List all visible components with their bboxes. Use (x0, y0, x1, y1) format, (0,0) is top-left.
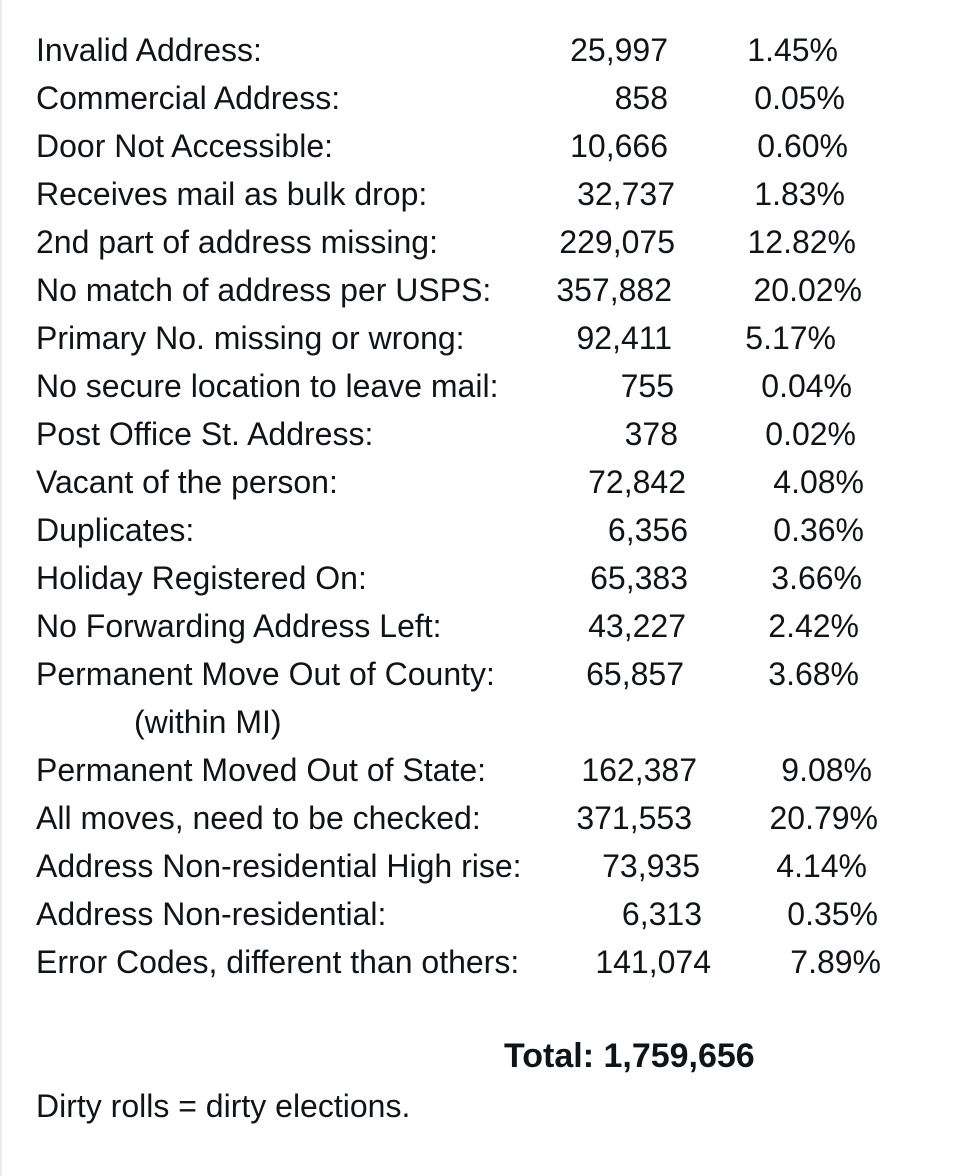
row-label: 2nd part of address missing: (36, 224, 438, 260)
row-label: Vacant of the person: (36, 464, 338, 500)
row-count: 357,882 (556, 272, 672, 308)
row-percent: 1.83% (754, 176, 845, 212)
table-row: Duplicates: 6,356 0.36% (0, 506, 956, 554)
row-percent: 0.60% (757, 128, 848, 164)
table-row: Invalid Address: 25,997 1.45% (0, 26, 956, 74)
row-count: 229,075 (559, 224, 675, 260)
table-row: Holiday Registered On: 65,383 3.66% (0, 554, 956, 602)
row-count: 858 (614, 80, 668, 116)
row-label: Address Non-residential: (36, 896, 387, 932)
row-label: Post Office St. Address: (36, 416, 374, 452)
row-count: 65,383 (590, 560, 688, 596)
row-percent: 7.89% (790, 944, 881, 980)
row-percent: 4.08% (773, 464, 864, 500)
row-percent: 9.08% (781, 752, 872, 788)
row-percent: 12.82% (747, 224, 856, 260)
row-label: Permanent Moved Out of State: (36, 752, 487, 788)
row-count: 25,997 (570, 32, 668, 68)
row-label-continuation: (within MI) (134, 704, 282, 740)
row-percent: 0.36% (773, 512, 864, 548)
table-row: No Forwarding Address Left: 43,227 2.42% (0, 602, 956, 650)
row-count: 141,074 (595, 944, 711, 980)
table-row: Commercial Address: 858 0.05% (0, 74, 956, 122)
row-percent: 0.04% (761, 368, 852, 404)
row-label: No secure location to leave mail: (36, 368, 499, 404)
table-row: Error Codes, different than others: 141,… (0, 938, 956, 986)
row-count: 6,313 (621, 896, 702, 932)
row-label: Duplicates: (36, 512, 195, 548)
row-count: 755 (620, 368, 674, 404)
row-count: 371,553 (576, 800, 692, 836)
row-label: Primary No. missing or wrong: (36, 320, 465, 356)
row-percent: 0.05% (754, 80, 845, 116)
row-percent: 2.42% (768, 608, 859, 644)
row-percent: 5.17% (745, 320, 836, 356)
left-border (0, 0, 2, 1176)
row-label: Permanent Move Out of County: (36, 656, 495, 692)
table-row: All moves, need to be checked: 371,553 2… (0, 794, 956, 842)
table-row: Address Non-residential High rise: 73,93… (0, 842, 956, 890)
row-percent: 4.14% (776, 848, 867, 884)
row-percent: 0.35% (787, 896, 878, 932)
row-count: 65,857 (586, 656, 684, 692)
row-count: 72,842 (588, 464, 686, 500)
row-count: 6,356 (607, 512, 688, 548)
row-label: Invalid Address: (36, 32, 262, 68)
table-row: Receives mail as bulk drop: 32,737 1.83% (0, 170, 956, 218)
table-row: Address Non-residential: 6,313 0.35% (0, 890, 956, 938)
row-label: Holiday Registered On: (36, 560, 367, 596)
table-row: 2nd part of address missing: 229,075 12.… (0, 218, 956, 266)
row-label: All moves, need to be checked: (36, 800, 481, 836)
row-label: Door Not Accessible: (36, 128, 334, 164)
row-percent: 20.02% (753, 272, 862, 308)
row-count: 43,227 (588, 608, 686, 644)
row-label: Commercial Address: (36, 80, 341, 116)
row-label: No match of address per USPS: (36, 272, 492, 308)
table-row: Permanent Moved Out of State: 162,387 9.… (0, 746, 956, 794)
table-row: Post Office St. Address: 378 0.02% (0, 410, 956, 458)
table-row: Vacant of the person: 72,842 4.08% (0, 458, 956, 506)
row-count: 378 (624, 416, 678, 452)
table-row: No match of address per USPS: 357,882 20… (0, 266, 956, 314)
row-percent: 1.45% (747, 32, 838, 68)
table-row: Permanent Move Out of County: 65,857 3.6… (0, 650, 956, 698)
table-row: No secure location to leave mail: 755 0.… (0, 362, 956, 410)
row-label: Address Non-residential High rise: (36, 848, 522, 884)
row-count: 73,935 (602, 848, 700, 884)
row-percent: 3.68% (768, 656, 859, 692)
row-label: Receives mail as bulk drop: (36, 176, 428, 212)
row-count: 32,737 (577, 176, 675, 212)
row-count: 10,666 (570, 128, 668, 164)
row-count: 92,411 (576, 320, 673, 356)
total-count: Total: 1,759,656 (504, 1037, 755, 1075)
row-count: 162,387 (581, 752, 697, 788)
table-row: Primary No. missing or wrong: 92,411 5.1… (0, 314, 956, 362)
footer-caption: Dirty rolls = dirty elections. (36, 1088, 411, 1124)
table-row: Door Not Accessible: 10,666 0.60% (0, 122, 956, 170)
row-percent: 0.02% (765, 416, 856, 452)
row-percent: 20.79% (769, 800, 878, 836)
row-label: Error Codes, different than others: (36, 944, 520, 980)
row-percent: 3.66% (771, 560, 862, 596)
row-label: No Forwarding Address Left: (36, 608, 442, 644)
